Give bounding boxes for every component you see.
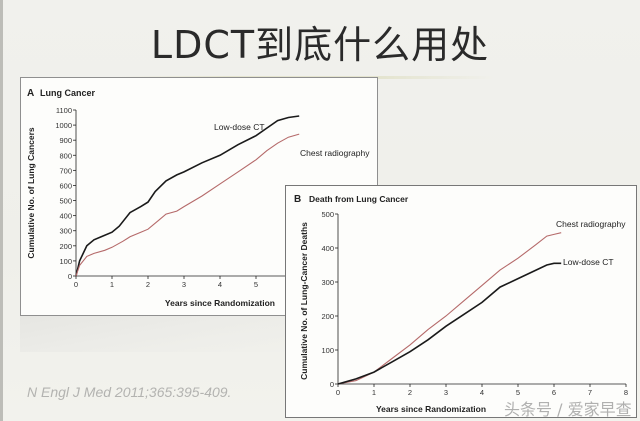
y-tick-label: 500 [321, 210, 334, 219]
x-tick-label: 1 [110, 280, 114, 289]
axes: 0 100 200 300 400 500 600 700 800 900 1000 1100 0 1 2 3… [55, 106, 378, 289]
y-tick-label: 100 [321, 346, 334, 355]
x-tick-label: 3 [444, 388, 448, 397]
x-axis-label: Years since Randomization [376, 404, 486, 414]
chart-panel-death-from-lung-cancer: B Death from Lung Cancer 0 100 200 300 400 50… [285, 185, 637, 418]
y-tick-label: 200 [321, 312, 334, 321]
x-tick-label: 5 [254, 280, 258, 289]
x-tick-label: 0 [336, 388, 340, 397]
panel-label: A [27, 88, 34, 99]
line-chest-radiography [75, 133, 300, 277]
x-axis-label: Years since Randomization [165, 298, 275, 308]
y-tick-label: 1100 [56, 106, 72, 115]
y-tick-label: 800 [59, 151, 72, 160]
series-label-low-dose-ct: Low-dose CT [214, 122, 265, 132]
y-tick-label: 700 [59, 166, 72, 175]
line-low-dose-ct [337, 262, 562, 385]
y-tick-label: 600 [59, 181, 72, 190]
y-tick-label: 400 [59, 212, 72, 221]
y-axis-label: Cumulative No. of Lung Cancers [26, 127, 36, 259]
y-tick-label: 0 [330, 380, 334, 389]
x-tick-label: 4 [480, 388, 484, 397]
y-tick-label: 300 [321, 278, 334, 287]
y-tick-label: 500 [59, 197, 72, 206]
chart-title: Lung Cancer [40, 88, 96, 98]
y-tick-label: 200 [59, 242, 72, 251]
chart-title: Death from Lung Cancer [309, 194, 409, 204]
x-tick-label: 2 [408, 388, 412, 397]
chart-death-from-lung-cancer: B Death from Lung Cancer 010020030040050… [294, 194, 628, 414]
x-tick-label: 0 [74, 280, 78, 289]
y-tick-label: 400 [321, 244, 334, 253]
chart-lung-cancer: A Lung Cancer 0 100 200 300 400 500 600 700 800 9… [26, 88, 378, 308]
y-tick-label: 0 [68, 272, 72, 281]
x-tick-label: 8 [624, 388, 628, 397]
x-tick-label: 6 [552, 388, 556, 397]
x-tick-label: 3 [182, 280, 186, 289]
y-axis-label: Cumulative No. of Lung-Cancer Deaths [299, 222, 309, 380]
x-tick-label: 2 [146, 280, 150, 289]
paper-shadow [20, 316, 285, 352]
x-tick-label: 5 [516, 388, 520, 397]
series-label-low-dose-ct: Low-dose CT [563, 257, 614, 267]
panel-label: B [294, 194, 301, 205]
x-tick-label: 4 [218, 280, 222, 289]
x-tick-label: 7 [588, 388, 592, 397]
x-tick-label: 1 [372, 388, 376, 397]
watermark: 头条号 / 爱家早查 [504, 400, 632, 419]
series-label-chest-radiography: Chest radiography [300, 148, 370, 158]
citation: N Engl J Med 2011;365:395-409. [27, 384, 232, 400]
axes: 0 100 200 300 400 500 0 1 2 3 4 5 6 7 8 [321, 210, 628, 397]
line-chest-radiography [337, 232, 562, 385]
line-low-dose-ct [75, 115, 300, 277]
y-tick-label: 100 [59, 257, 72, 266]
series-label-chest-radiography: Chest radiography [556, 219, 626, 229]
slide-left-edge [0, 0, 3, 421]
y-tick-label: 300 [59, 227, 72, 236]
y-tick-label: 1000 [55, 121, 72, 130]
y-tick-label: 900 [59, 136, 72, 145]
slide-title: LDCT到底什么用处 [150, 23, 490, 67]
